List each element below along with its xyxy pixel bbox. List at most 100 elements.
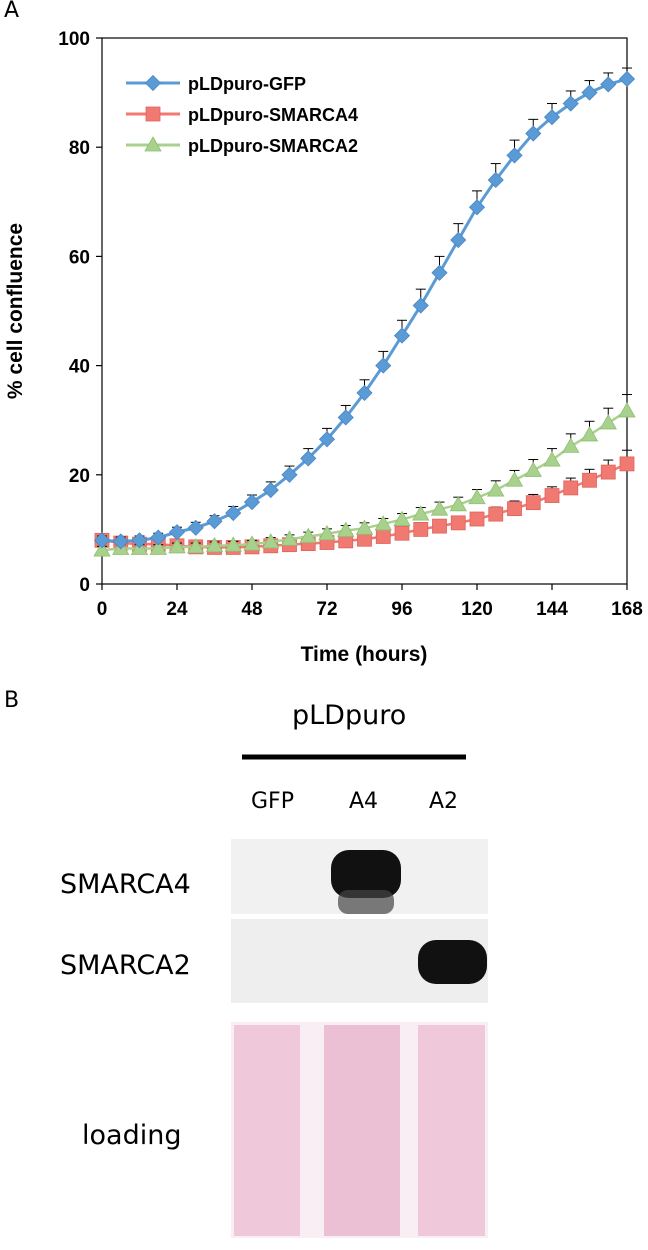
band-smarca4-a4 (331, 850, 401, 898)
data-point (544, 488, 560, 503)
data-point (224, 536, 242, 552)
data-point (543, 109, 561, 126)
data-point (581, 84, 598, 101)
y-tick-label: 60 (69, 247, 90, 268)
data-point (543, 451, 561, 467)
data-point (487, 171, 504, 189)
data-point (430, 500, 449, 516)
legend-label: pLDpuro-SMARCA4 (188, 105, 358, 125)
data-point (375, 357, 392, 374)
y-tick-label: 40 (69, 357, 90, 378)
legend-marker (144, 74, 162, 92)
data-point (412, 297, 429, 314)
legend-marker (144, 136, 162, 152)
data-point (280, 530, 299, 546)
data-point (355, 519, 374, 535)
data-point (168, 524, 186, 541)
data-point (112, 533, 129, 550)
data-point (582, 472, 597, 488)
data-point (468, 199, 486, 216)
series-2 (93, 394, 636, 557)
data-point (432, 518, 447, 534)
data-point (506, 147, 523, 164)
series-line (101, 77, 628, 543)
lane-label-gfp: GFP (251, 789, 294, 814)
data-point (413, 522, 429, 537)
data-point (412, 505, 430, 521)
data-point (93, 532, 111, 549)
data-point (600, 76, 617, 93)
data-point (449, 496, 467, 512)
data-point (318, 431, 336, 448)
data-point (205, 536, 224, 553)
legend: pLDpuro-GFP pLDpuro-SMARCA4 pLDpuro-SMARCA… (126, 74, 358, 156)
data-point (299, 527, 317, 543)
band-smarca4-a4-smear (338, 890, 394, 914)
lane-label-a2: A2 (429, 789, 459, 814)
data-point (187, 538, 205, 554)
y-tick-label: 100 (58, 29, 90, 50)
data-point (524, 461, 542, 477)
data-point (300, 450, 317, 467)
confluence-chart: 0 20 40 60 80 100 0 24 48 72 96 120 144 168 Time (ho… (4, 29, 643, 666)
x-tick-label: 168 (611, 599, 643, 620)
data-point (262, 533, 280, 549)
legend-label: pLDpuro-SMARCA2 (188, 136, 358, 156)
x-tick-label: 0 (97, 599, 108, 620)
data-point (243, 535, 261, 551)
data-point (225, 504, 242, 522)
loading-lane-1 (234, 1025, 300, 1236)
data-point (206, 513, 223, 530)
legend-marker (145, 106, 161, 122)
y-axis-label: % cell confluence (4, 223, 27, 399)
data-point (168, 538, 186, 554)
data-point (243, 494, 261, 511)
data-point (393, 510, 411, 526)
x-tick-label: 72 (316, 599, 337, 620)
data-point (488, 506, 504, 522)
row-label-smarca2: SMARCA2 (60, 950, 191, 981)
data-point (394, 525, 410, 541)
data-point (150, 529, 167, 546)
data-point (450, 515, 466, 531)
data-point (580, 426, 599, 442)
panel-b-label: B (4, 688, 20, 713)
series-layer (93, 67, 636, 557)
data-point (505, 471, 524, 487)
data-point (619, 456, 635, 472)
data-point (507, 501, 522, 517)
data-point (487, 481, 505, 497)
loading-lane-2 (324, 1025, 400, 1236)
x-tick-label: 120 (461, 599, 493, 620)
data-point (374, 515, 392, 531)
data-point (318, 524, 336, 541)
x-tick-label: 48 (241, 599, 262, 620)
data-point (187, 519, 204, 536)
data-point (563, 480, 579, 496)
x-tick-label: 24 (166, 599, 188, 620)
row-label-smarca4: SMARCA4 (60, 869, 191, 900)
y-axis: 0 20 40 60 80 100 (58, 29, 102, 596)
data-point (281, 466, 298, 483)
y-tick-label: 20 (69, 466, 90, 487)
data-point (337, 521, 355, 537)
data-point (337, 409, 354, 426)
x-tick-label: 144 (536, 599, 568, 620)
data-point (618, 70, 636, 88)
data-point (431, 264, 448, 281)
data-point (393, 327, 411, 344)
row-label-loading: loading (82, 1120, 182, 1151)
data-point (600, 464, 616, 480)
data-point (599, 414, 617, 430)
data-point (131, 532, 148, 549)
x-axis: 0 24 48 72 96 120 144 168 (97, 584, 643, 620)
lane-label-a4: A4 (349, 789, 379, 814)
band-smarca2-a2 (418, 940, 487, 984)
y-tick-label: 0 (79, 575, 90, 596)
data-point (356, 384, 373, 401)
legend-label: pLDpuro-GFP (188, 74, 306, 94)
data-point (562, 437, 580, 453)
data-point (469, 511, 485, 527)
data-point (149, 539, 167, 555)
y-tick-label: 80 (69, 138, 90, 159)
